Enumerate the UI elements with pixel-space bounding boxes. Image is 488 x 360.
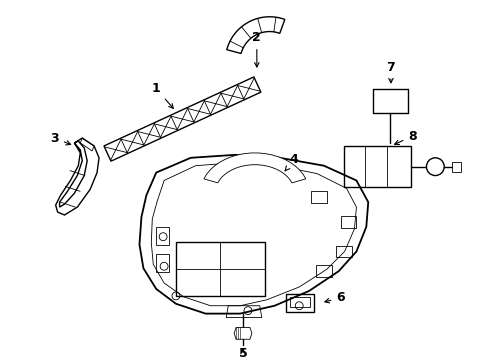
Polygon shape	[226, 17, 284, 54]
Polygon shape	[139, 155, 367, 314]
Polygon shape	[104, 77, 261, 161]
Text: 2: 2	[252, 31, 261, 67]
Text: 6: 6	[324, 291, 344, 304]
Text: 3: 3	[50, 131, 70, 145]
Text: 5: 5	[238, 347, 247, 360]
Polygon shape	[56, 138, 99, 215]
Text: 1: 1	[152, 82, 173, 108]
Text: 7: 7	[386, 60, 394, 83]
Text: 8: 8	[394, 130, 416, 144]
Polygon shape	[203, 153, 305, 183]
Text: 4: 4	[285, 153, 298, 171]
